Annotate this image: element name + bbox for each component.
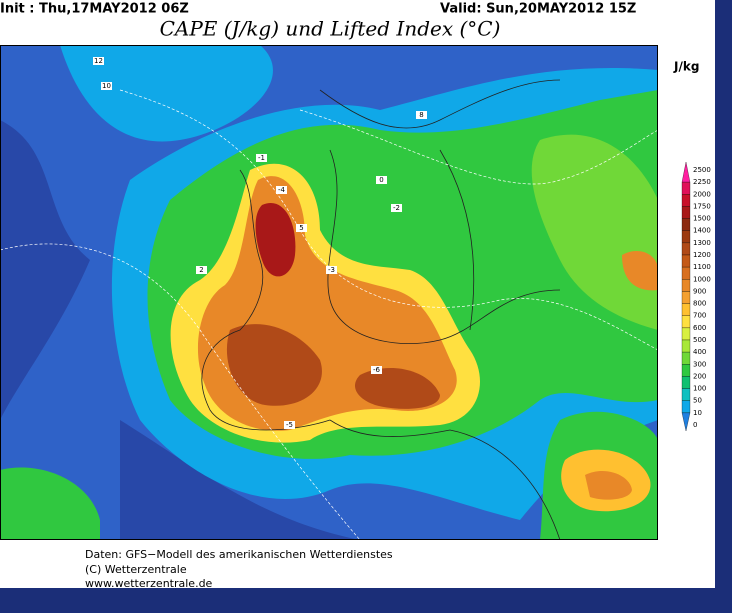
field-green <box>0 467 100 540</box>
legend-level: 200 <box>693 372 706 380</box>
contour-label-box <box>196 266 207 274</box>
legend-unit: J/kg <box>673 60 699 74</box>
field-darker <box>120 420 360 540</box>
legend-swatch <box>681 400 691 414</box>
legend: 2500225020001750150014001300120011001000… <box>681 161 711 432</box>
contour-label: -3 <box>328 266 335 274</box>
field-brown <box>226 324 322 406</box>
legend-swatch <box>681 266 691 280</box>
legend-swatch <box>681 412 691 432</box>
legend-swatch <box>681 364 691 377</box>
contour-label-box <box>93 57 104 65</box>
legend-level: 500 <box>693 336 706 344</box>
legend-level: 2000 <box>693 190 711 198</box>
contour-label-box <box>256 154 267 162</box>
legend-level: 800 <box>693 300 706 308</box>
contour-label-box <box>101 82 112 90</box>
contour-labels: 12 10 8 5 2 0 -1 -2 -3 -4 -5 -6 <box>93 57 427 429</box>
legend-swatch <box>681 279 691 292</box>
legend-level: 0 <box>693 421 697 429</box>
contour-label: -1 <box>258 154 265 162</box>
map-frame <box>0 45 658 540</box>
field-brown <box>255 203 296 277</box>
contour-label-box <box>276 186 287 194</box>
field-cyan <box>60 45 273 142</box>
legend-swatch <box>681 291 691 304</box>
field-darker <box>0 120 90 420</box>
contour-label: -5 <box>286 421 293 429</box>
contour-label-box <box>326 266 337 274</box>
contour-label: 12 <box>94 57 103 65</box>
legend-level: 600 <box>693 324 706 332</box>
legend-swatch <box>681 254 691 268</box>
legend-swatch <box>681 351 691 365</box>
contour-label-box <box>296 224 307 232</box>
legend-swatch <box>681 206 691 219</box>
init-time: Init : Thu,17MAY2012 06Z <box>0 2 189 17</box>
legend-level: 1750 <box>693 202 711 210</box>
contour-label: -2 <box>393 204 400 212</box>
legend-swatch <box>681 303 691 316</box>
legend-level: 10 <box>693 409 702 417</box>
legend-swatch <box>681 388 691 401</box>
legend-level: 1500 <box>693 215 711 223</box>
contour-label: -4 <box>278 186 286 194</box>
li-contours <box>0 89 658 540</box>
contour-label-box <box>371 366 382 374</box>
contour-label-box <box>376 176 387 184</box>
legend-level: 700 <box>693 312 706 320</box>
contour-label: 8 <box>419 111 423 119</box>
contour-label-box <box>391 204 402 212</box>
field-orange <box>622 250 658 291</box>
contour-label: -6 <box>373 366 381 374</box>
field-lightgreen <box>531 134 658 330</box>
map-title: CAPE (J/kg) und Lifted Index (°C) <box>160 17 501 41</box>
legend-swatch <box>681 218 691 231</box>
footer-line: (C) Wetterzentrale <box>85 563 187 576</box>
legend-swatch <box>681 242 691 256</box>
legend-level: 1400 <box>693 227 711 235</box>
legend-swatch <box>681 230 691 244</box>
legend-swatch <box>681 194 691 207</box>
footer-line: Daten: GFS−Modell des amerikanischen Wet… <box>85 548 393 561</box>
footer-line: www.wetterzentrale.de <box>85 577 213 590</box>
legend-level: 300 <box>693 360 706 368</box>
valid-time: Valid: Sun,20MAY2012 15Z <box>440 2 636 17</box>
legend-swatch <box>681 339 691 353</box>
legend-swatch <box>681 327 691 341</box>
contour-label-box <box>284 421 295 429</box>
legend-level: 1300 <box>693 239 711 247</box>
contour-label: 0 <box>379 176 383 184</box>
legend-swatch <box>681 376 691 389</box>
legend-level: 900 <box>693 287 706 295</box>
contour-label: 10 <box>102 82 111 90</box>
legend-swatch <box>681 181 691 195</box>
map <box>0 45 658 540</box>
contour-label: 5 <box>299 224 303 232</box>
legend-level: 2500 <box>693 166 711 174</box>
legend-level: 100 <box>693 385 706 393</box>
legend-level: 1000 <box>693 275 711 283</box>
legend-level: 1100 <box>693 263 711 271</box>
field-brown <box>355 367 440 409</box>
legend-level: 2250 <box>693 178 711 186</box>
legend-level: 400 <box>693 348 706 356</box>
legend-level: 50 <box>693 397 702 405</box>
contour-label: 2 <box>199 266 203 274</box>
field-orange <box>585 470 632 500</box>
legend-swatch <box>681 315 691 329</box>
contour-label-box <box>416 111 427 119</box>
legend-level: 1200 <box>693 251 711 259</box>
